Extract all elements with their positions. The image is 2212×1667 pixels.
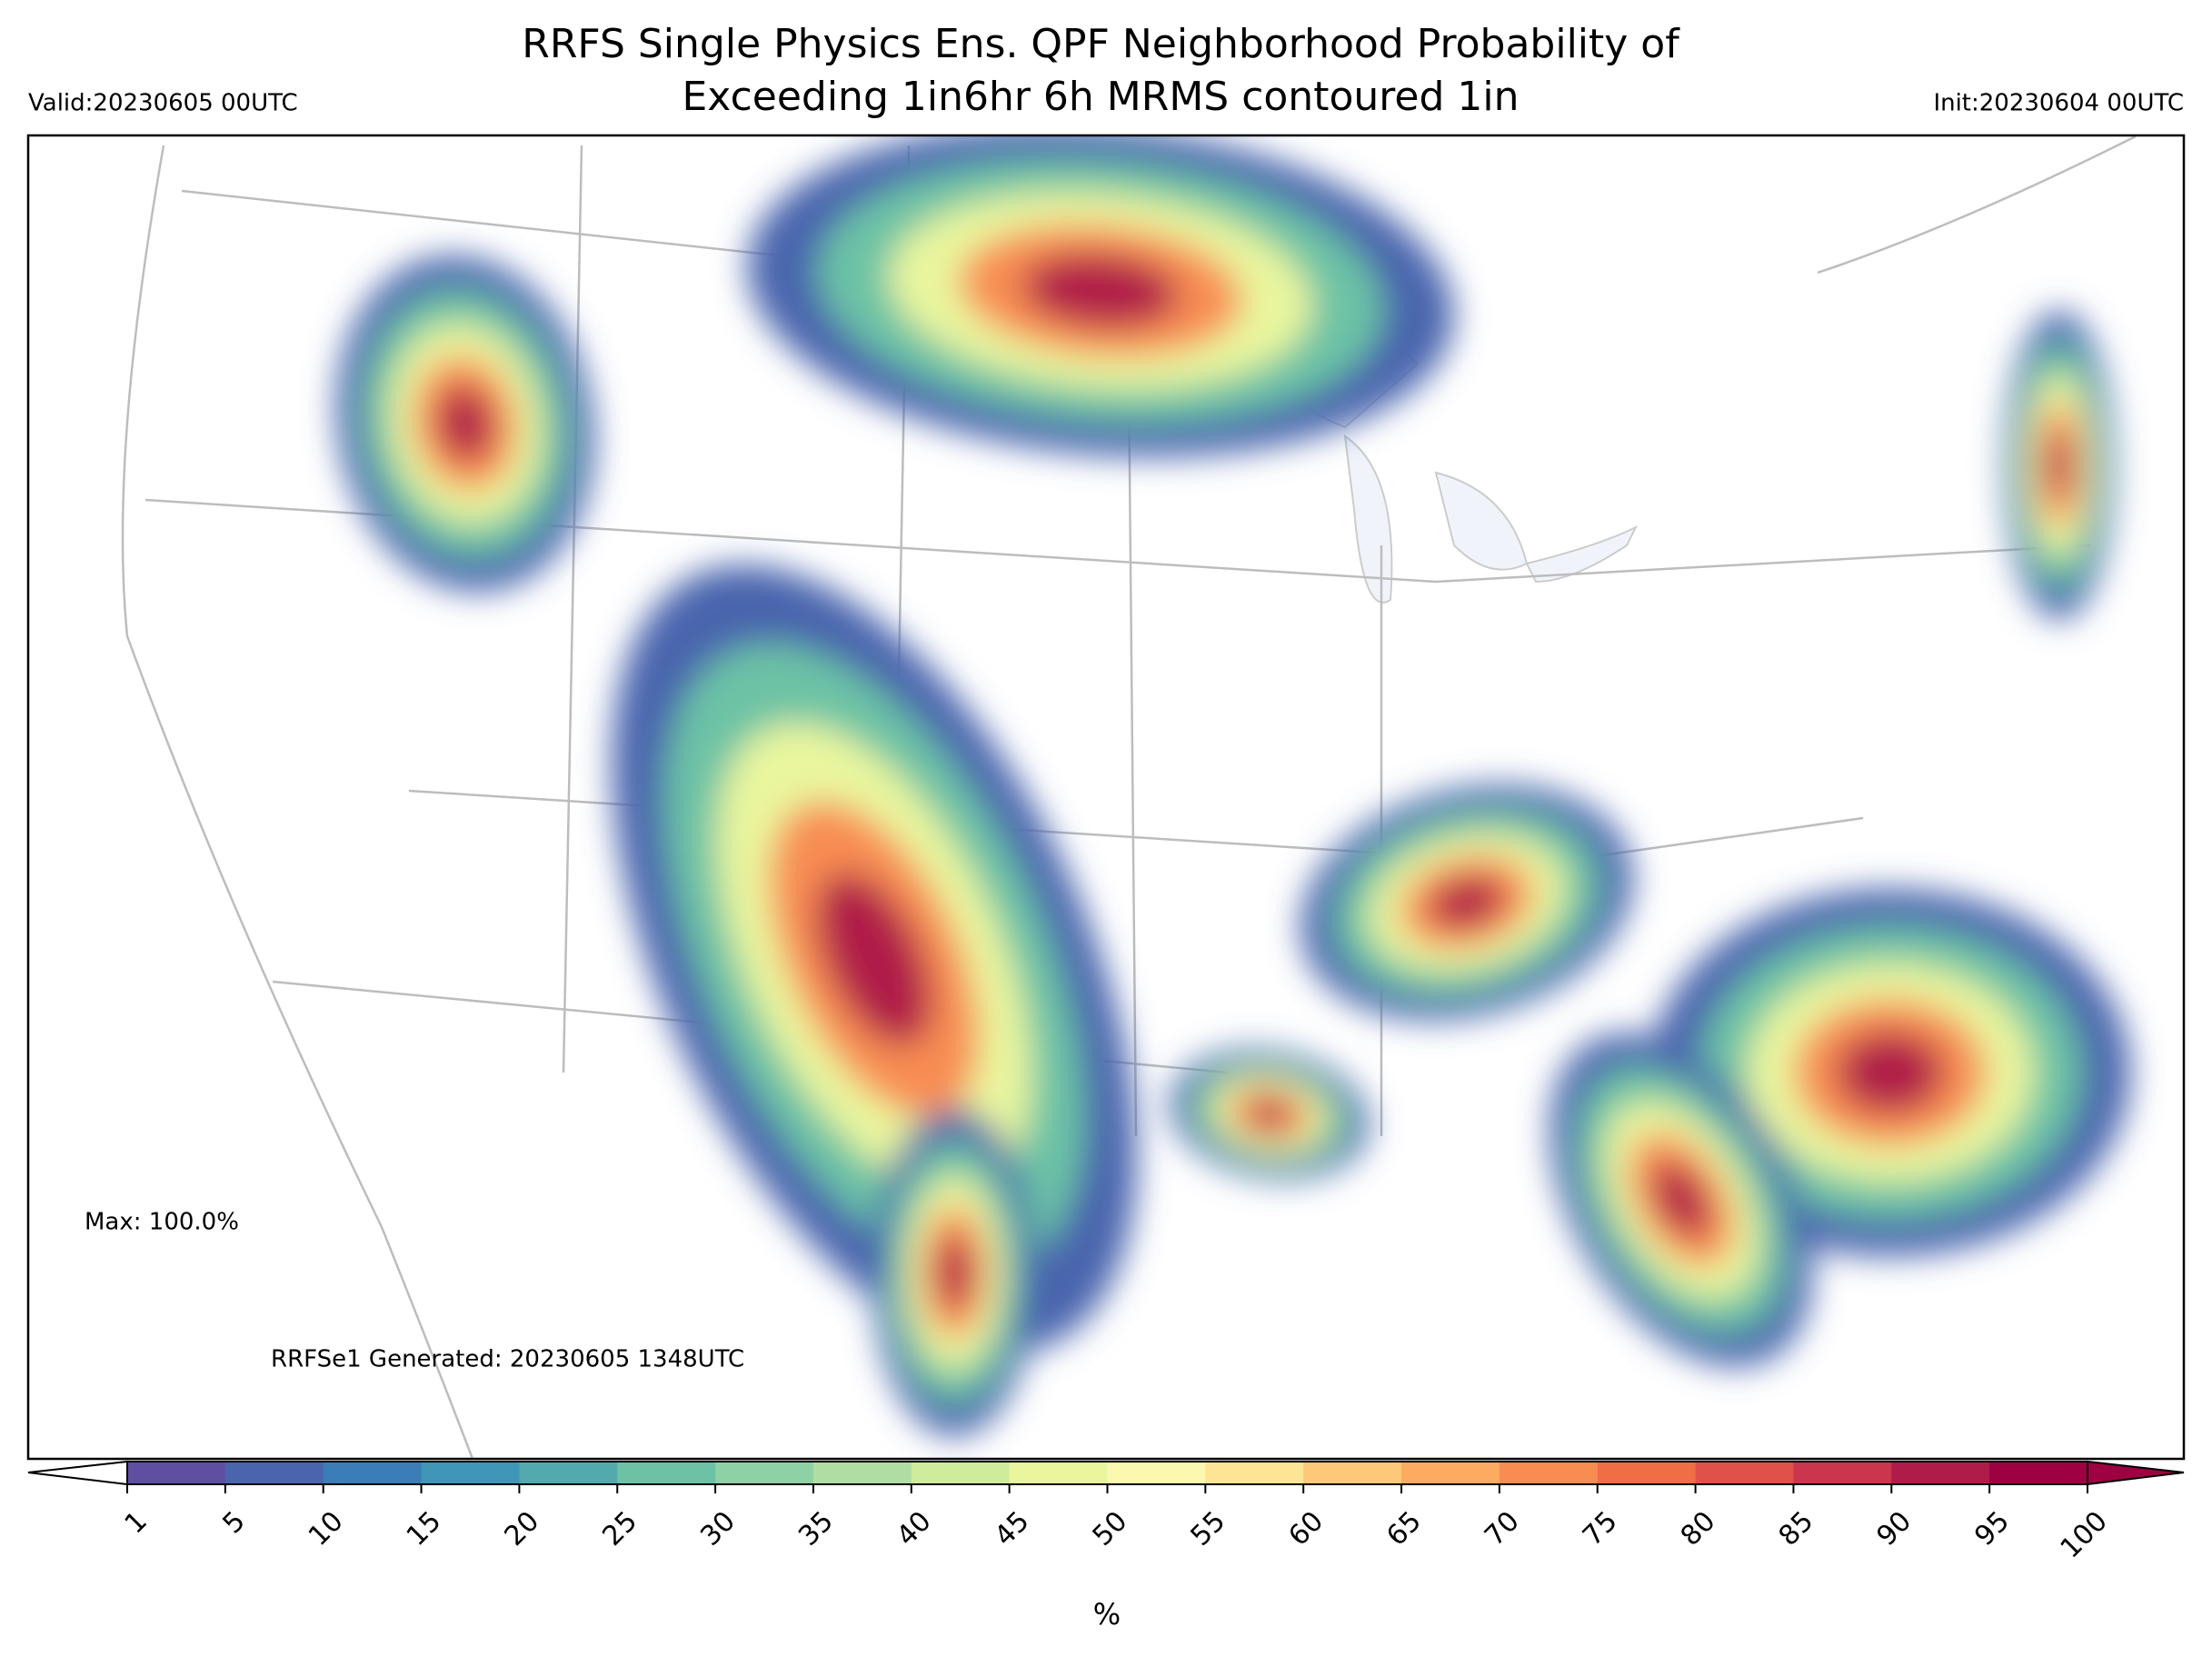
max-label: Max: 100.0% (85, 1209, 239, 1236)
colorbar-tick-label: 75 (1577, 1505, 1624, 1552)
probability-blob (1837, 1032, 1944, 1113)
colorbar-tick-label: 30 (694, 1505, 742, 1552)
colorbar-segment (812, 1462, 912, 1484)
valid-time: Valid:20230605 00UTC (28, 90, 298, 117)
colorbar-segment (1205, 1462, 1304, 1484)
colorbar-tick-label: 55 (1185, 1505, 1232, 1552)
title: RRFS Single Physics Ens. QPF Neighborhoo… (522, 21, 1680, 67)
colorbar-tick-label: 100 (2055, 1505, 2114, 1564)
probability-blob (816, 872, 932, 1046)
colorbar-segment (1401, 1462, 1500, 1484)
colorbar-tick-label: 85 (1773, 1505, 1820, 1552)
probability-field (336, 135, 2130, 1436)
colorbar-segment (1793, 1462, 1892, 1484)
probability-blob (936, 1236, 972, 1309)
colorbar-segment (911, 1462, 1011, 1484)
colorbar-tick-label: 20 (499, 1505, 546, 1552)
init-time: Init:20230604 00UTC (1933, 90, 2184, 117)
colorbar-tick-label: 65 (1380, 1505, 1428, 1552)
colorbar-segment (1107, 1462, 1206, 1484)
colorbar-segment (519, 1462, 618, 1484)
colorbar-tick-label: 25 (596, 1505, 643, 1552)
colorbar-segment (1009, 1462, 1108, 1484)
colorbar-tick-label: 15 (401, 1505, 448, 1552)
colorbar-tick-label: 50 (1087, 1505, 1134, 1552)
colorbar: 1 5 10 15 20 25 30 35 40 45 50 55 60 65 70 75 80 85 90 95 10… (119, 1461, 2114, 1564)
probability-blob (1248, 1100, 1291, 1129)
colorbar-tick-label: 40 (891, 1505, 938, 1552)
colorbar-segment (224, 1462, 324, 1484)
probability-blob (2047, 431, 2072, 500)
colorbar-segment (1891, 1462, 1990, 1484)
colorbar-label: % (1093, 1597, 1121, 1632)
colorbar-segment (323, 1462, 423, 1484)
colorbar-segment (1695, 1462, 1794, 1484)
generated-label: RRFSe1 Generated: 20230605 1348UTC (271, 1346, 744, 1373)
map-frame (26, 134, 2186, 1461)
colorbar-tick-label: 95 (1968, 1505, 2016, 1552)
colorbar-segment (715, 1462, 814, 1484)
colorbar-segment (1303, 1462, 1402, 1484)
colorbar-segment (421, 1462, 520, 1484)
colorbar-extend-max (2087, 1460, 2185, 1486)
colorbar-segment (617, 1462, 716, 1484)
probability-blob (1430, 876, 1504, 929)
colorbar-tick-label: 80 (1675, 1505, 1722, 1552)
probability-blob (436, 386, 494, 461)
colorbar-segment (1989, 1462, 2088, 1484)
colorbar-tick-label: 90 (1870, 1505, 1918, 1552)
colorbar-segment (127, 1462, 226, 1484)
probability-blob (1652, 1163, 1710, 1237)
colorbar-extend-min (27, 1460, 128, 1486)
colorbar-tick-label: 1 (119, 1505, 154, 1540)
probability-blob (1022, 254, 1179, 328)
map (121, 135, 2137, 1459)
colorbar-tick-label: 35 (792, 1505, 840, 1552)
colorbar-tick-label: 70 (1479, 1505, 1526, 1552)
colorbar-segment (1597, 1462, 1697, 1484)
title: Exceeding 1in6hr 6h MRMS contoured 1in (683, 74, 1520, 120)
colorbar-segment (1499, 1462, 1599, 1484)
colorbar-tick-label: 60 (1282, 1505, 1330, 1552)
colorbar-tick-label: 10 (303, 1505, 350, 1552)
colorbar-tick-label: 5 (217, 1505, 252, 1540)
colorbar-tick-label: 45 (989, 1505, 1036, 1552)
